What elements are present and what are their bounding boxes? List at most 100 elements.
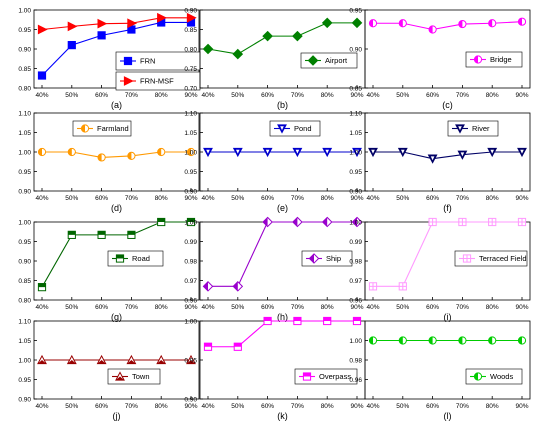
data-point	[352, 316, 362, 326]
x-tick-label: 80%	[155, 403, 168, 410]
data-point	[263, 316, 272, 326]
data-point	[37, 71, 47, 80]
data-point	[323, 316, 332, 326]
chart-panel: 0.96 0.97 0.98 0.99 1.00 40% 50% 60% 70% 80% 90% (i…	[349, 217, 531, 322]
data-point	[262, 216, 273, 228]
chart-panel: 0.80 0.85 0.90 0.95 1.00 40% 50% 60% 70% 80% 90% (a…	[18, 7, 201, 110]
x-tick-label: 40%	[201, 403, 214, 410]
x-tick-label: 80%	[321, 195, 334, 202]
x-tick-label: 80%	[155, 304, 168, 311]
x-tick-label: 40%	[35, 304, 48, 311]
x-tick-label: 50%	[65, 403, 78, 410]
chart-panel: 0.85 0.90 0.95 40% 50% 60% 70% 80% 90% (c) Bridge	[349, 7, 531, 110]
y-tick-label: 0.97	[184, 278, 197, 285]
y-tick-label: 1.00	[18, 7, 31, 14]
data-point	[232, 48, 244, 60]
x-tick-label: 80%	[321, 304, 334, 311]
data-point	[37, 354, 47, 365]
data-point	[517, 336, 527, 345]
y-tick-label: 1.10	[18, 318, 31, 325]
data-point	[127, 230, 136, 239]
legend-label: Overpass	[319, 372, 351, 381]
data-point	[368, 336, 378, 345]
data-point	[186, 12, 197, 23]
panel-label: (a)	[111, 100, 122, 110]
x-tick-label: 40%	[366, 92, 379, 99]
data-point	[368, 19, 378, 28]
y-tick-label: 0.80	[184, 46, 197, 53]
data-point	[127, 151, 136, 160]
y-tick-label: 1.00	[18, 357, 31, 364]
x-tick-label: 50%	[65, 304, 78, 311]
panel-label: (j)	[113, 411, 121, 421]
legend-marker	[277, 124, 287, 134]
x-tick-label: 80%	[486, 403, 499, 410]
legend-label: FRN	[140, 57, 155, 66]
legend-label: Terraced Field	[479, 254, 527, 263]
x-tick-label: 60%	[261, 304, 274, 311]
data-point	[368, 282, 378, 291]
y-tick-label: 0.80	[18, 297, 31, 304]
y-tick-label: 1.05	[349, 130, 362, 137]
y-tick-label: 1.05	[18, 130, 31, 137]
y-tick-label: 1.00	[184, 219, 197, 226]
x-tick-label: 60%	[426, 304, 439, 311]
data-point	[156, 354, 167, 365]
series-line	[42, 151, 191, 159]
x-tick-label: 50%	[231, 195, 244, 202]
legend-label: Woods	[490, 372, 513, 381]
data-point	[186, 217, 196, 227]
data-point	[322, 147, 333, 158]
legend-box	[465, 368, 523, 385]
x-tick-label: 70%	[291, 403, 304, 410]
y-tick-label: 1.00	[349, 219, 362, 226]
y-tick-label: 0.95	[184, 357, 197, 364]
x-tick-label: 90%	[184, 195, 197, 202]
series-line	[41, 221, 191, 288]
legend-marker	[462, 254, 472, 263]
series-line	[41, 21, 191, 76]
panel-label: (i)	[444, 312, 452, 322]
x-tick-label: 90%	[515, 304, 528, 311]
y-tick-label: 1.00	[349, 149, 362, 156]
y-tick-label: 0.95	[349, 169, 362, 176]
series-line	[373, 21, 523, 31]
x-tick-label: 60%	[95, 304, 108, 311]
legend-label: Town	[132, 372, 150, 381]
legend-box	[72, 120, 132, 137]
y-tick-label: 0.85	[18, 66, 31, 73]
data-point	[458, 19, 467, 29]
y-tick-label: 0.96	[184, 297, 197, 304]
x-tick-label: 50%	[231, 92, 244, 99]
data-point	[233, 342, 242, 351]
data-point	[292, 147, 303, 158]
data-point	[97, 18, 108, 29]
data-point	[292, 30, 303, 42]
y-tick-label: 0.90	[18, 188, 31, 195]
data-point	[203, 147, 213, 158]
y-tick-label: 0.85	[18, 278, 31, 285]
panel-label: (d)	[111, 203, 122, 213]
legend-marker	[115, 371, 125, 381]
y-tick-label: 1.10	[184, 110, 197, 117]
data-point	[488, 217, 497, 227]
data-point	[321, 216, 333, 228]
data-point	[67, 41, 76, 50]
y-tick-label: 0.99	[349, 239, 362, 246]
x-tick-label: 90%	[350, 92, 363, 99]
legend-marker	[455, 124, 465, 134]
data-point	[293, 316, 302, 326]
x-tick-label: 60%	[261, 403, 274, 410]
y-tick-label: 0.75	[184, 66, 197, 73]
data-point	[262, 147, 273, 158]
panel-label: (h)	[277, 312, 288, 322]
y-tick-label: 1.00	[18, 219, 31, 226]
data-point	[517, 217, 527, 227]
x-tick-label: 70%	[456, 403, 469, 410]
data-point	[368, 147, 378, 158]
legend-marker	[123, 76, 134, 86]
x-tick-label: 80%	[486, 92, 499, 99]
x-tick-label: 70%	[456, 195, 469, 202]
x-tick-label: 80%	[321, 92, 334, 99]
x-tick-label: 70%	[125, 92, 138, 99]
